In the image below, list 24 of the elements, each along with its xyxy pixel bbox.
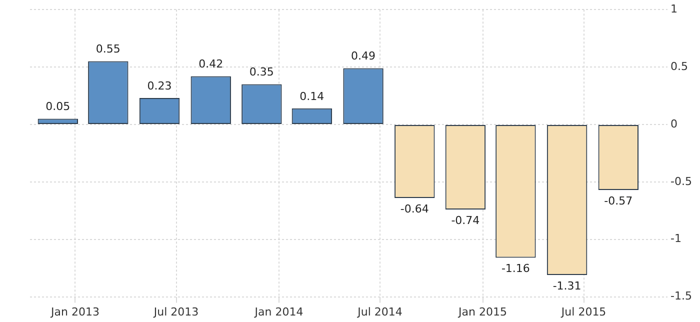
data-label: -1.31 (552, 279, 582, 292)
x-tick-label: Jan 2013 (50, 305, 100, 318)
data-label: 0.35 (249, 66, 274, 79)
y-tick-label: 1 (670, 2, 678, 16)
x-tick-label: Jul 2014 (356, 305, 402, 318)
data-label: 0.42 (198, 58, 224, 71)
data-label: -0.57 (604, 194, 633, 208)
x-tick-label: Jul 2015 (560, 305, 606, 318)
data-label: 0.14 (300, 90, 324, 103)
data-label: 0.23 (147, 79, 172, 92)
y-tick-label: 0.5 (670, 60, 688, 73)
y-tick-label: -1.5 (670, 290, 692, 303)
data-label: -0.74 (451, 214, 480, 227)
x-tick-label: Jan 2014 (254, 305, 304, 318)
x-tick-label: Jan 2015 (458, 305, 507, 318)
y-tick-label: -0.5 (670, 174, 692, 188)
y-tick-label: 0 (670, 117, 678, 130)
data-label: 0.05 (46, 100, 70, 114)
data-label: -0.64 (400, 202, 429, 216)
data-label: -1.16 (501, 262, 530, 276)
y-tick-label: -1 (670, 232, 682, 246)
data-label: 0.49 (351, 50, 376, 63)
data-label: 0.55 (96, 42, 120, 56)
x-tick-label: Jul 2013 (152, 305, 199, 318)
